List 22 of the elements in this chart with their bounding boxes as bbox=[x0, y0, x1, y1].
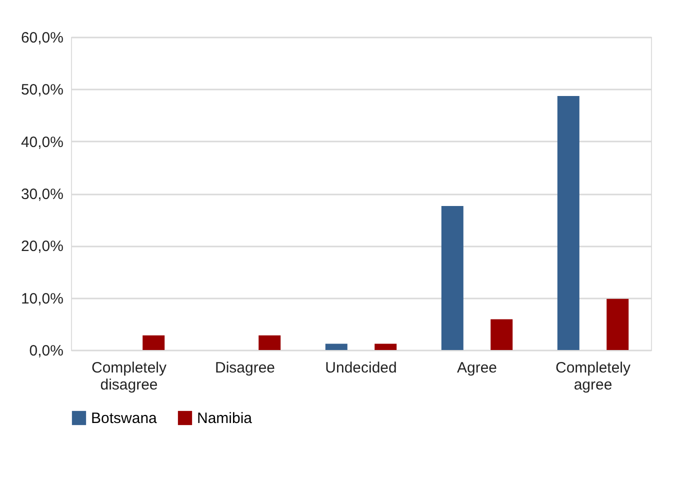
y-tick-label: 50,0% bbox=[20, 82, 64, 99]
x-tick-label: Disagree bbox=[214, 360, 276, 376]
bar bbox=[490, 319, 513, 350]
y-tick-label: 60,0% bbox=[20, 30, 64, 46]
y-tick-label: 40,0% bbox=[20, 134, 64, 151]
x-tick-label: Completely agree bbox=[555, 360, 632, 394]
bar bbox=[606, 298, 629, 350]
legend-label: Namibia bbox=[197, 410, 253, 427]
bar bbox=[557, 96, 580, 350]
bar bbox=[258, 335, 281, 350]
bar bbox=[441, 206, 464, 350]
bar bbox=[142, 335, 165, 350]
y-tick-label: 10,0% bbox=[20, 290, 64, 308]
y-tick-label: 20,0% bbox=[20, 238, 64, 256]
y-tick-label: 30,0% bbox=[20, 186, 64, 203]
x-tick-label: Completely disagree bbox=[91, 360, 168, 394]
bar bbox=[374, 344, 397, 350]
bar bbox=[325, 344, 348, 350]
legend-label: Botswana bbox=[91, 410, 158, 427]
y-tick-label: 0,0% bbox=[29, 342, 64, 360]
x-tick-label: Undecided bbox=[325, 360, 397, 376]
x-tick-label: Agree bbox=[456, 360, 498, 376]
